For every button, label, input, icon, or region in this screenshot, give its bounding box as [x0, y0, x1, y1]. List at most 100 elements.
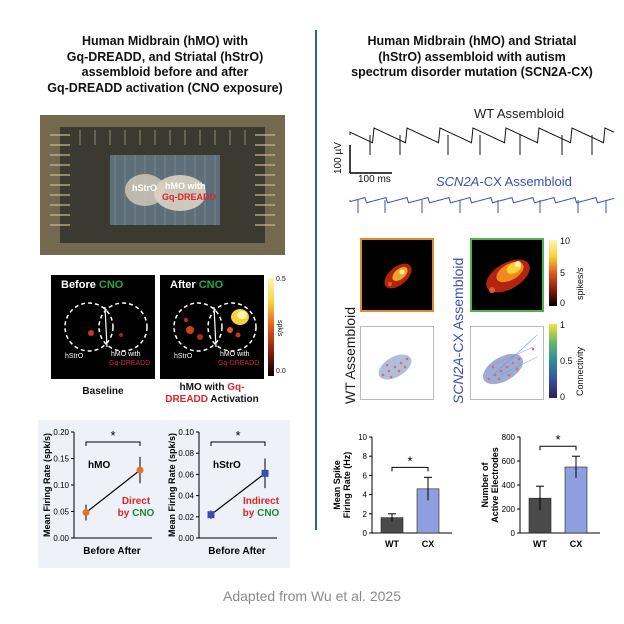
- conn-tick: 1: [560, 320, 566, 330]
- right-title: Human Midbrain (hMO) and Striatal (hStrO…: [322, 34, 622, 81]
- cx-connectivity-graphic: [483, 334, 538, 385]
- y-tick-label: 200: [502, 505, 516, 514]
- y-tick-label: 6: [363, 471, 368, 480]
- wt-connectivity-graphic: [378, 354, 412, 380]
- cx-trace: [349, 196, 615, 204]
- point-before: [82, 509, 90, 517]
- series-line: [210, 472, 266, 516]
- wt-trace-label: WT Assembloid: [474, 106, 565, 121]
- caption-activation-line2: DREADD Activation: [150, 394, 274, 406]
- y-tick-label: 0.00: [53, 534, 69, 543]
- scale-voltage: 100 µV: [333, 142, 344, 174]
- right-title-line: (hStrO) assembloid with autism: [378, 49, 566, 64]
- x-tick-label: WT: [385, 539, 399, 549]
- after-cno-text: CNO: [198, 279, 224, 291]
- caption-hmo-with: hMO with: [179, 382, 225, 393]
- y-tick-label: 0: [363, 529, 368, 538]
- cx-connectivity-map: [470, 326, 544, 400]
- sig-bracket: [85, 441, 141, 446]
- caption-dreadd: DREADD: [165, 394, 208, 405]
- conn-tick: 0.5: [560, 356, 573, 366]
- sig-bracket: [210, 441, 266, 446]
- y-tick-label: 8: [363, 452, 368, 461]
- colorbar-max: 0.5: [276, 276, 286, 283]
- scale-time: 100 ms: [358, 174, 391, 185]
- y-tick-label: 0.10: [53, 481, 69, 490]
- x-axis-label: Before After: [208, 546, 266, 557]
- annotation-line1: Direct: [122, 496, 151, 507]
- mea-chip-illustration: [40, 115, 285, 255]
- y-axis-label-line2: Firing Rate (Hz): [342, 452, 352, 519]
- source-credit: Adapted from Wu et al. 2025: [223, 588, 401, 604]
- mea-chip-photo: hStrO hMO with Gq-DREADD: [40, 115, 285, 255]
- cx-spike-map: [470, 238, 544, 312]
- heatmap-after: After CNO hStrO hMO with Gq-DREADD: [160, 275, 264, 379]
- annotation-line2: by CNO: [243, 508, 280, 519]
- mean-spike-rate-chart: 10 8 6 4 2 0 Mean Spike Firing Rate (Hz) WT CX *: [332, 433, 452, 549]
- wt-trace: [349, 127, 615, 144]
- y-tick-label: 0.20: [53, 428, 69, 437]
- heatmap-colorbar: [268, 278, 274, 376]
- annotation-cno: CNO: [132, 508, 154, 519]
- spikes-tick: 0: [560, 298, 566, 308]
- sig-star: *: [555, 432, 560, 447]
- cx-trace-rest: -CX Assembloid: [479, 174, 572, 189]
- left-title-line: Gq-DREADD, and Striatal (hStrO): [66, 49, 264, 64]
- x-tick-label: CX: [422, 539, 435, 549]
- right-title-line: Human Midbrain (hMO) and Striatal: [367, 34, 577, 48]
- annotation-cno: CNO: [257, 508, 279, 519]
- x-axis-label: Before After: [83, 546, 141, 557]
- before-hmo-label: hMO with: [111, 351, 141, 358]
- wt-spike-map: [360, 238, 434, 312]
- y-tick-label: 0.06: [178, 470, 194, 479]
- conn-tick: 0: [560, 392, 566, 402]
- y-tick-label: 0.08: [178, 449, 194, 458]
- point-before: [207, 511, 215, 519]
- chip-label-hmo: hMO with: [165, 181, 206, 191]
- caption-activation-word: Activation: [210, 394, 259, 405]
- y-axis-label: Mean Firing Rate (spk/s): [167, 433, 177, 537]
- active-electrodes-chart: 800 600 400 200 0 Number of Active Electrodes W…: [480, 432, 600, 549]
- cx-trace-gene: SCN2A: [436, 174, 480, 189]
- cx-trace-label: SCN2A-CX Assembloid: [436, 174, 572, 189]
- spikes-tick: 10: [560, 236, 571, 246]
- y-tick-label: 600: [502, 457, 516, 466]
- after-hmo-label: hMO with: [220, 351, 250, 358]
- y-axis-label-line1: Number of: [480, 461, 490, 507]
- wt-spike-map-graphic: [384, 263, 412, 289]
- left-title-line: Human Midbrain (hMO) with: [82, 34, 248, 48]
- chip-label-gq: Gq-DREADD: [162, 192, 216, 202]
- before-hstro-label: hStrO: [65, 353, 84, 360]
- series-label: hMO: [88, 460, 110, 471]
- sig-bracket: [391, 466, 429, 472]
- caption-activation-line1: hMO with Gq-: [150, 382, 274, 394]
- y-tick-label: 2: [363, 510, 368, 519]
- cx-side-label: SCN2A-CX Assembloid: [450, 258, 466, 404]
- y-tick-label: 800: [502, 433, 516, 442]
- heatmap-after-graphic: [160, 275, 264, 379]
- chip-label-hstro: hStrO: [132, 183, 158, 193]
- y-tick-label: 0.10: [178, 428, 194, 437]
- caption-gq: Gq-: [227, 382, 245, 393]
- heatmap-before-graphic: [51, 275, 155, 379]
- caption-activation: hMO with Gq- DREADD Activation: [150, 382, 274, 406]
- before-text: Before: [61, 279, 96, 291]
- spikes-unit: spikes/s: [575, 267, 585, 300]
- colorbar-unit: spk/s: [276, 320, 283, 337]
- y-tick-label: 0.02: [178, 513, 194, 522]
- y-axis-label-line2: Active Electrodes: [490, 447, 500, 523]
- x-tick-label: WT: [533, 539, 547, 549]
- caption-baseline: Baseline: [82, 386, 124, 397]
- colorbar-min: 0.0: [276, 368, 286, 375]
- point-after: [261, 469, 269, 477]
- y-axis-label-line1: Mean Spike: [332, 460, 342, 510]
- spikes-colorbar: [549, 240, 557, 306]
- y-tick-label: 0.04: [178, 492, 194, 501]
- sig-star: *: [407, 453, 412, 468]
- y-tick-label: 0.00: [178, 534, 194, 543]
- wt-side-label: WT Assembloid: [342, 307, 358, 404]
- y-tick-label: 400: [502, 481, 516, 490]
- spikes-tick: 5: [560, 268, 566, 278]
- left-charts-bg: [38, 420, 290, 568]
